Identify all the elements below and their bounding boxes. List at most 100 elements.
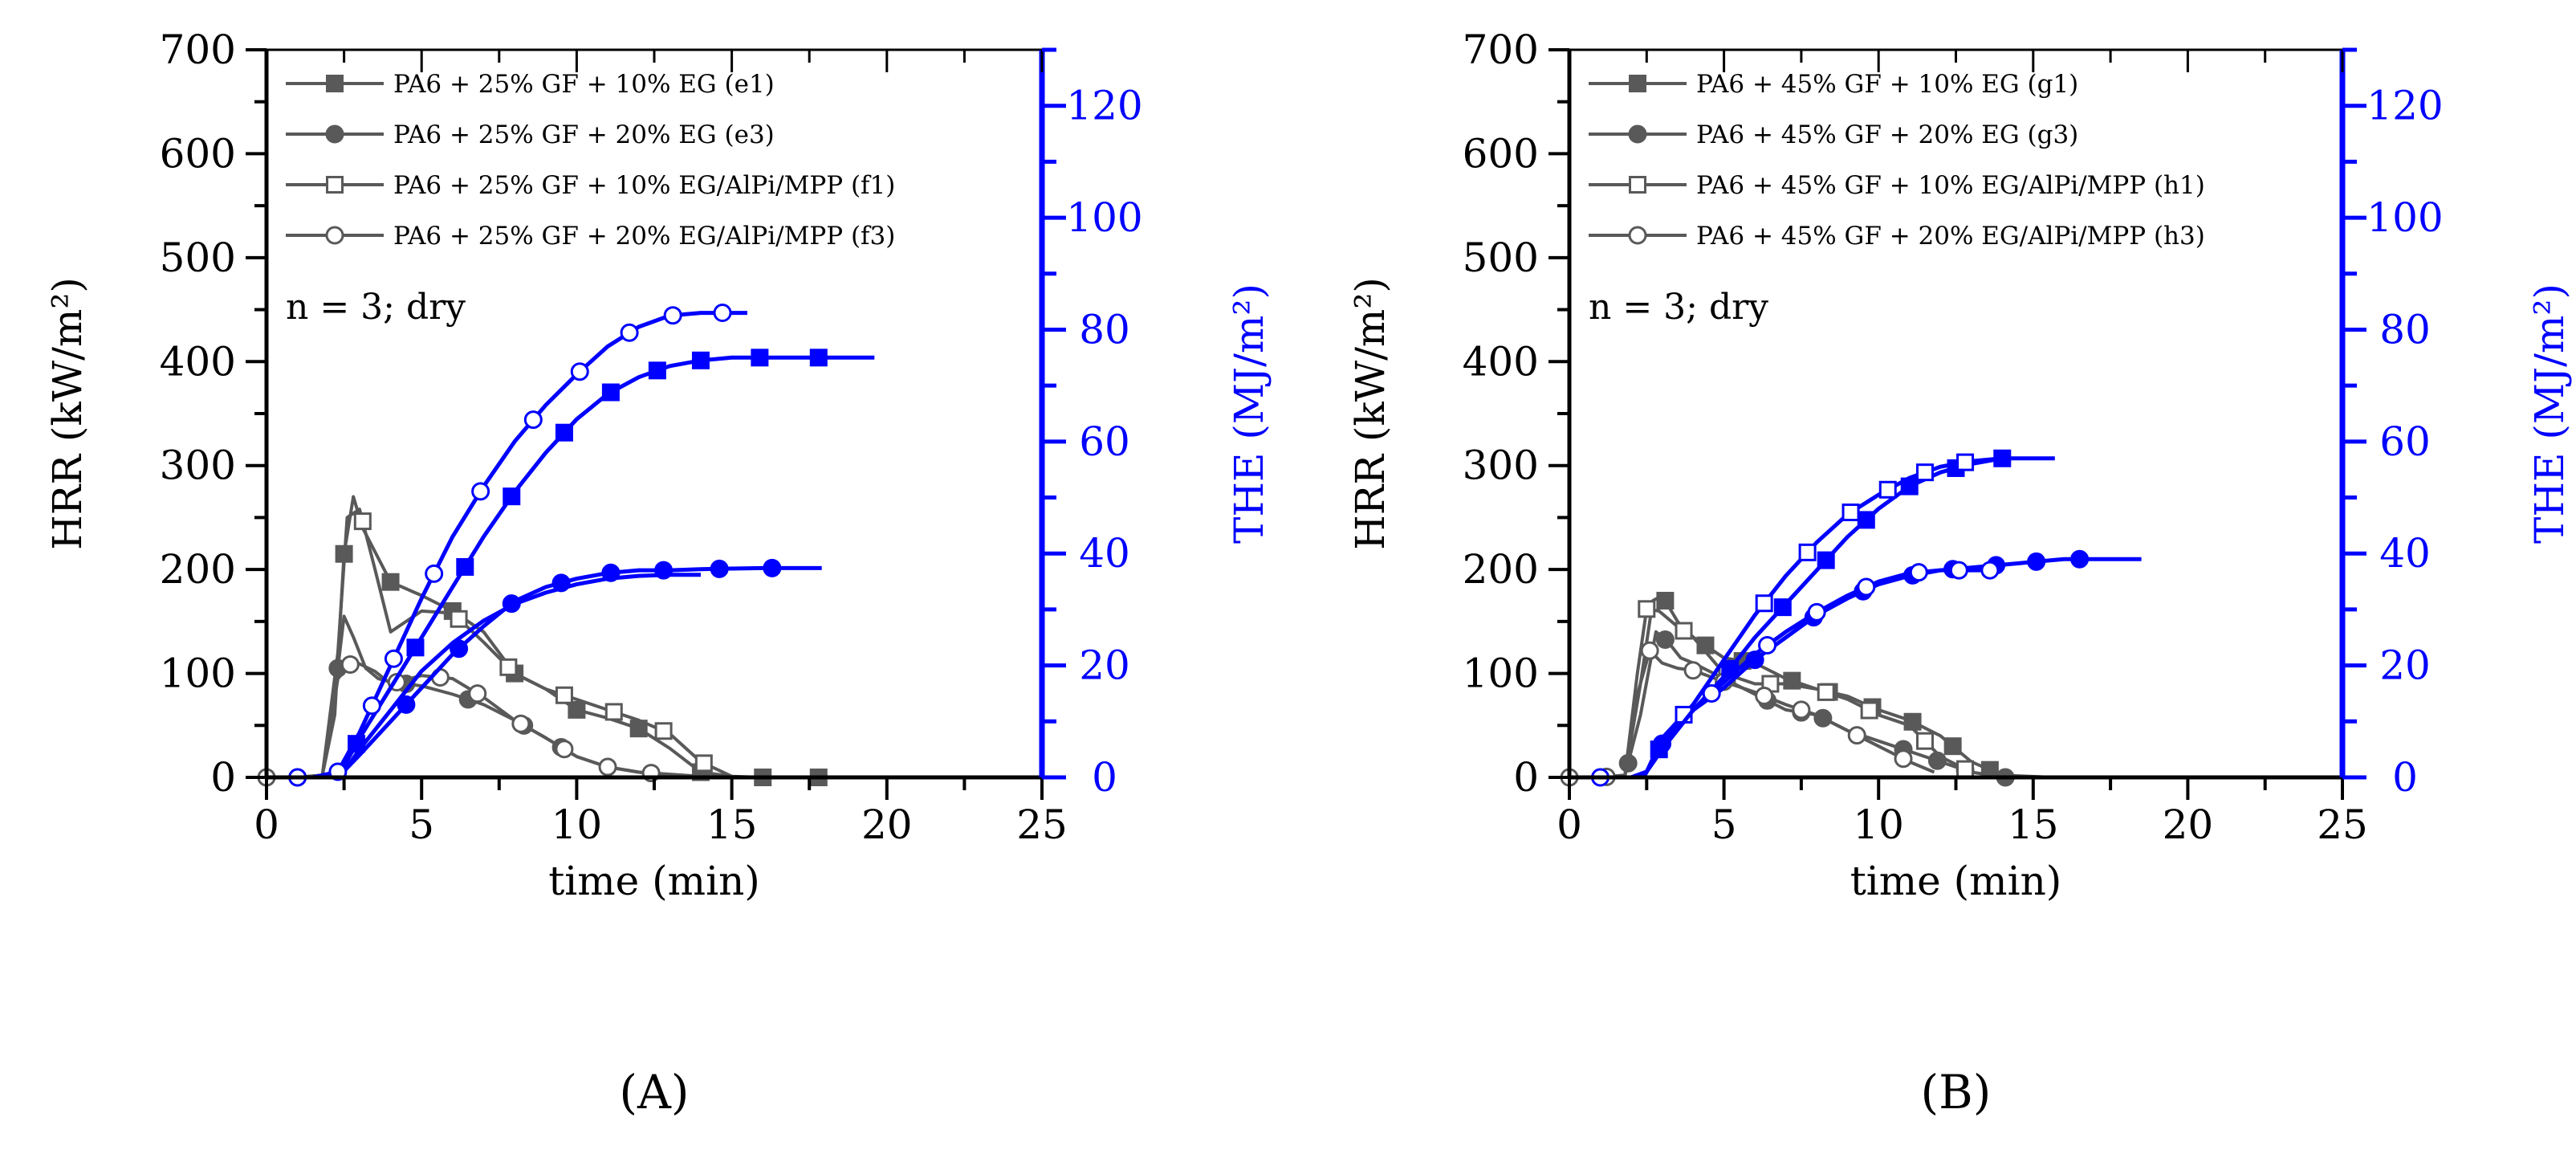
x-tick-label: 15 xyxy=(706,801,758,848)
data-point xyxy=(1915,463,1934,482)
data-point xyxy=(648,361,666,380)
data-point xyxy=(710,559,729,578)
data-point xyxy=(1758,636,1777,655)
data-point xyxy=(2027,552,2046,571)
data-point xyxy=(1755,594,1773,613)
x-axis-label: time (min) xyxy=(548,858,760,904)
data-point xyxy=(406,638,425,657)
y-right-tick-label: 0 xyxy=(1092,754,1117,801)
data-point xyxy=(694,754,713,773)
data-point xyxy=(1638,600,1656,618)
x-tick-label: 20 xyxy=(861,801,913,848)
series-4 xyxy=(1642,449,2055,779)
legend-marker xyxy=(325,124,344,144)
legend-item: PA6 + 45% GF + 10% EG/AlPi/MPP (h1) xyxy=(1589,171,2205,200)
chart-panel-b: 0 5 10 15 20 25 0 100 200 300 400 500 600 700 0 20 40 60 8… xyxy=(1347,27,2573,1119)
data-point xyxy=(1755,687,1774,706)
data-point xyxy=(1798,543,1817,561)
series-4 xyxy=(336,349,875,779)
y-left-tick-label: 100 xyxy=(1463,650,1539,697)
x-tick-label: 0 xyxy=(254,801,279,848)
annotation-text: n = 3; dry xyxy=(286,287,466,328)
data-point xyxy=(353,512,372,531)
data-point xyxy=(568,700,586,719)
y-right-tick-label: 100 xyxy=(1066,194,1142,241)
legend-marker xyxy=(1628,124,1647,144)
legend-marker xyxy=(326,75,344,92)
series-line xyxy=(1593,568,2003,780)
series-layer xyxy=(257,304,875,787)
y-left-tick-label: 600 xyxy=(1463,130,1539,177)
data-point xyxy=(555,423,573,442)
y-left-tick-label: 400 xyxy=(160,338,236,385)
chart-panel-a: 0 5 10 15 20 25 0 100 200 300 400 500 600 700 0 20 40 60 8… xyxy=(44,27,1272,1119)
annotation-text: n = 3; dry xyxy=(1589,287,1768,328)
series-line xyxy=(291,311,747,780)
data-point xyxy=(397,695,416,714)
y-left-tick-label: 300 xyxy=(160,442,236,489)
legend-label: PA6 + 25% GF + 10% EG/AlPi/MPP (f1) xyxy=(393,171,895,200)
data-point xyxy=(809,349,828,367)
y-right-tick-label: 80 xyxy=(1079,306,1130,353)
legend-label: PA6 + 25% GF + 20% EG/AlPi/MPP (f3) xyxy=(393,222,895,251)
legend-marker xyxy=(325,226,344,245)
legend-item: PA6 + 45% GF + 20% EG (g3) xyxy=(1589,120,2078,149)
data-point xyxy=(2070,549,2090,569)
data-point xyxy=(691,351,710,369)
y-axis-label-right: THE (MJ/m²) xyxy=(2526,283,2573,544)
data-point xyxy=(663,306,682,325)
data-point xyxy=(362,696,381,716)
data-point xyxy=(1894,749,1913,769)
data-point xyxy=(499,658,518,676)
series-2 xyxy=(267,508,733,779)
data-point xyxy=(1773,598,1792,617)
x-axis-label: time (min) xyxy=(1850,858,2062,904)
data-point xyxy=(1956,760,1975,778)
y-right-tick-label: 20 xyxy=(2379,642,2431,689)
data-point xyxy=(713,304,732,323)
y-axis-label-left: HRR (kW/m²) xyxy=(1347,277,1394,550)
data-point xyxy=(601,383,620,402)
legend-label: PA6 + 45% GF + 10% EG (g1) xyxy=(1696,70,2078,99)
x-tick-label: 10 xyxy=(551,801,603,848)
data-point xyxy=(1655,630,1675,650)
series-line xyxy=(1593,456,2003,780)
legend: PA6 + 45% GF + 10% EG (g1) PA6 + 45% GF +… xyxy=(1589,70,2205,251)
y-axis-label-left: HRR (kW/m²) xyxy=(44,277,91,550)
data-point xyxy=(456,557,474,576)
data-point xyxy=(425,564,444,583)
data-point xyxy=(604,703,623,721)
x-tick-label: 0 xyxy=(1557,801,1582,848)
x-tick-label: 15 xyxy=(2008,801,2059,848)
data-point xyxy=(555,740,574,759)
data-point xyxy=(1640,641,1659,660)
series-5 xyxy=(336,558,822,779)
data-point xyxy=(751,349,769,367)
y-left-tick-label: 100 xyxy=(160,650,236,697)
y-right-tick-label: 120 xyxy=(2366,83,2443,129)
x-tick-label: 25 xyxy=(2317,801,2368,848)
y-right-tick-label: 20 xyxy=(1079,642,1130,689)
x-tick-label: 5 xyxy=(1711,801,1737,848)
data-point xyxy=(468,684,487,703)
y-axis-label-right: THE (MJ/m²) xyxy=(1226,283,1272,544)
legend-label: PA6 + 25% GF + 20% EG (e3) xyxy=(393,120,775,149)
data-point xyxy=(763,558,782,577)
data-point xyxy=(1860,701,1878,720)
data-point xyxy=(1792,700,1811,720)
legend-marker xyxy=(1629,75,1646,92)
legend-label: PA6 + 45% GF + 10% EG/AlPi/MPP (h1) xyxy=(1696,171,2205,200)
data-point xyxy=(1980,561,2000,580)
y-left-tick-label: 700 xyxy=(1463,27,1539,73)
data-point xyxy=(1847,726,1866,745)
y-right-tick-label: 40 xyxy=(2379,530,2431,577)
y-left-tick-label: 300 xyxy=(1463,442,1539,489)
y-left-tick-label: 0 xyxy=(210,754,236,801)
data-point xyxy=(1857,577,1876,597)
panel-label: (A) xyxy=(619,1065,689,1119)
series-7 xyxy=(288,304,747,787)
legend-label: PA6 + 45% GF + 20% EG (g3) xyxy=(1696,120,2078,149)
y-left-tick-label: 200 xyxy=(1463,546,1539,593)
y-left-tick-label: 500 xyxy=(160,234,236,281)
data-point xyxy=(503,487,521,506)
